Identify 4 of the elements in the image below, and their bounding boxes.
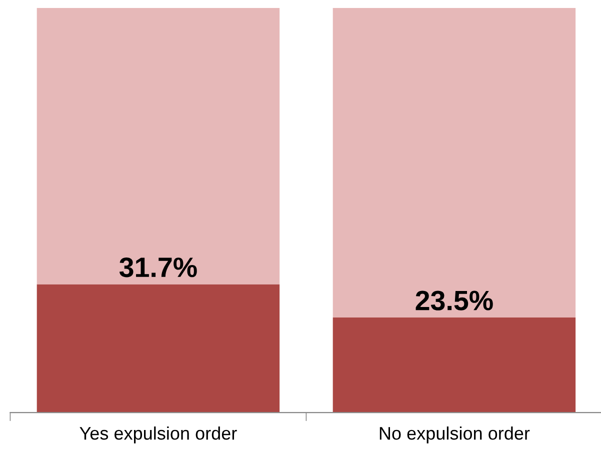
x-tick-label: Yes expulsion order <box>80 426 237 444</box>
data-label: 23.5% <box>416 290 493 310</box>
x-tick-label: No expulsion order <box>380 426 530 444</box>
data-label: 31.7% <box>119 258 197 278</box>
